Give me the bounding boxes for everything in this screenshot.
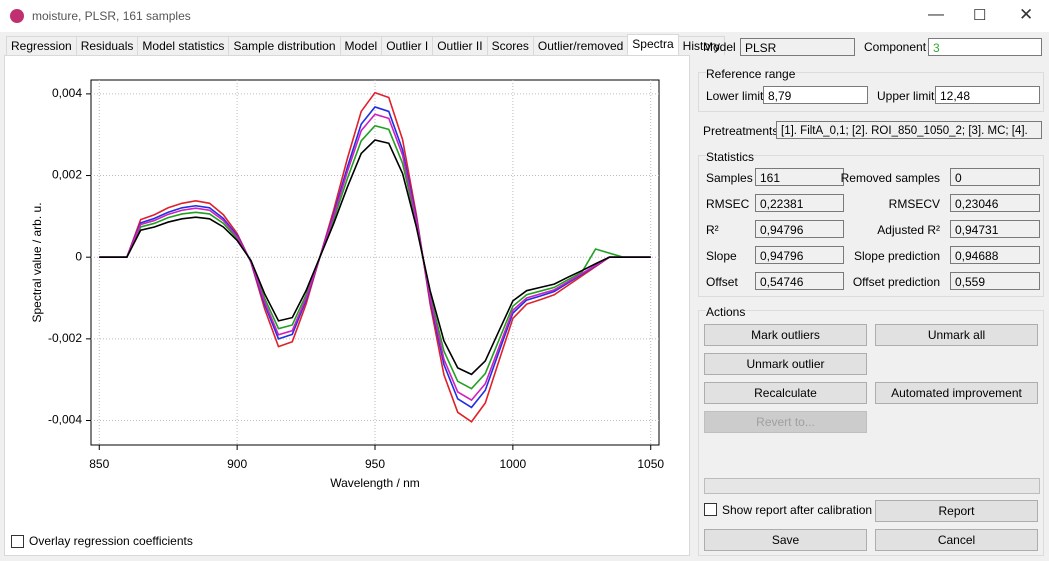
upper-value[interactable]: 12,48 <box>935 86 1040 104</box>
stat-label: Removed samples <box>841 171 940 185</box>
stat-label: Offset <box>706 275 738 289</box>
pretreatments-value: [1]. FiltA_0,1; [2]. ROI_850_1050_2; [3]… <box>776 121 1042 139</box>
progress-bar <box>704 478 1040 494</box>
actions-title: Actions <box>706 305 745 319</box>
y-tick-label: -0,004 <box>48 413 82 427</box>
x-tick-label: 850 <box>89 457 109 471</box>
button[interactable]: Automated improvement <box>875 382 1038 404</box>
stat-label: Adjusted R² <box>877 223 940 237</box>
minimize[interactable]: — <box>928 6 944 24</box>
stat-value: 0,22381 <box>755 194 844 212</box>
overlay-label: Overlay regression coefficients <box>29 534 193 548</box>
model-value: PLSR <box>740 38 855 56</box>
stat-value: 0,23046 <box>950 194 1040 212</box>
stat-value: 0 <box>950 168 1040 186</box>
stat-label: Slope <box>706 249 737 263</box>
component-label: Component <box>864 40 926 54</box>
upper-label: Upper limit <box>877 89 934 103</box>
close[interactable]: ✕ <box>1019 5 1033 25</box>
button[interactable]: Report <box>875 500 1038 522</box>
statistics-title: Statistics <box>706 150 754 164</box>
x-tick-label: 1050 <box>637 457 664 471</box>
button[interactable]: Recalculate <box>704 382 867 404</box>
stat-value: 0,94796 <box>755 220 844 238</box>
report-checkbox-label: Show report after calibration <box>722 503 872 517</box>
model-label: Model <box>703 40 736 54</box>
y-tick-label: 0 <box>75 249 82 263</box>
stat-value: 0,94796 <box>755 246 844 264</box>
stat-label: RMSEC <box>706 197 749 211</box>
button[interactable]: Unmark outlier <box>704 353 867 375</box>
x-tick-label: 1000 <box>500 457 527 471</box>
stat-label: Slope prediction <box>854 249 940 263</box>
x-tick-label: 900 <box>227 457 247 471</box>
button[interactable]: Mark outliers <box>704 324 867 346</box>
lower-label: Lower limit <box>706 89 763 103</box>
reference-title: Reference range <box>706 67 795 81</box>
y-tick-label: 0,004 <box>52 86 82 100</box>
stat-value: 0,54746 <box>755 272 844 290</box>
stat-label: R² <box>706 223 719 237</box>
stat-value: 0,94731 <box>950 220 1040 238</box>
chart: 850 900 950 1000 1050 0,004 0,002 0 -0,002 -0,004… <box>0 0 690 530</box>
pretreatments-label: Pretreatments <box>703 124 778 138</box>
button[interactable]: Unmark all <box>875 324 1038 346</box>
y-tick-label: -0,002 <box>48 331 82 345</box>
stat-label: Offset prediction <box>853 275 940 289</box>
stat-value: 0,94688 <box>950 246 1040 264</box>
stat-label: RMSECV <box>889 197 940 211</box>
y-axis-label: Spectral value / arb. u. <box>30 202 44 322</box>
x-axis-label: Wavelength / nm <box>330 476 420 490</box>
x-tick-label: 950 <box>365 457 385 471</box>
button[interactable]: Cancel <box>875 529 1038 551</box>
stat-label: Samples <box>706 171 753 185</box>
lower-value[interactable]: 8,79 <box>763 86 868 104</box>
overlay-checkbox[interactable] <box>11 535 24 548</box>
stat-value: 0,559 <box>950 272 1040 290</box>
y-tick-label: 0,002 <box>52 168 82 182</box>
component-value[interactable]: 3 <box>928 38 1042 56</box>
report-checkbox[interactable] <box>704 503 717 516</box>
maximize[interactable]: ☐ <box>973 6 986 24</box>
button[interactable]: Save <box>704 529 867 551</box>
stat-value: 161 <box>755 168 844 186</box>
button-disabled: Revert to... <box>704 411 867 433</box>
